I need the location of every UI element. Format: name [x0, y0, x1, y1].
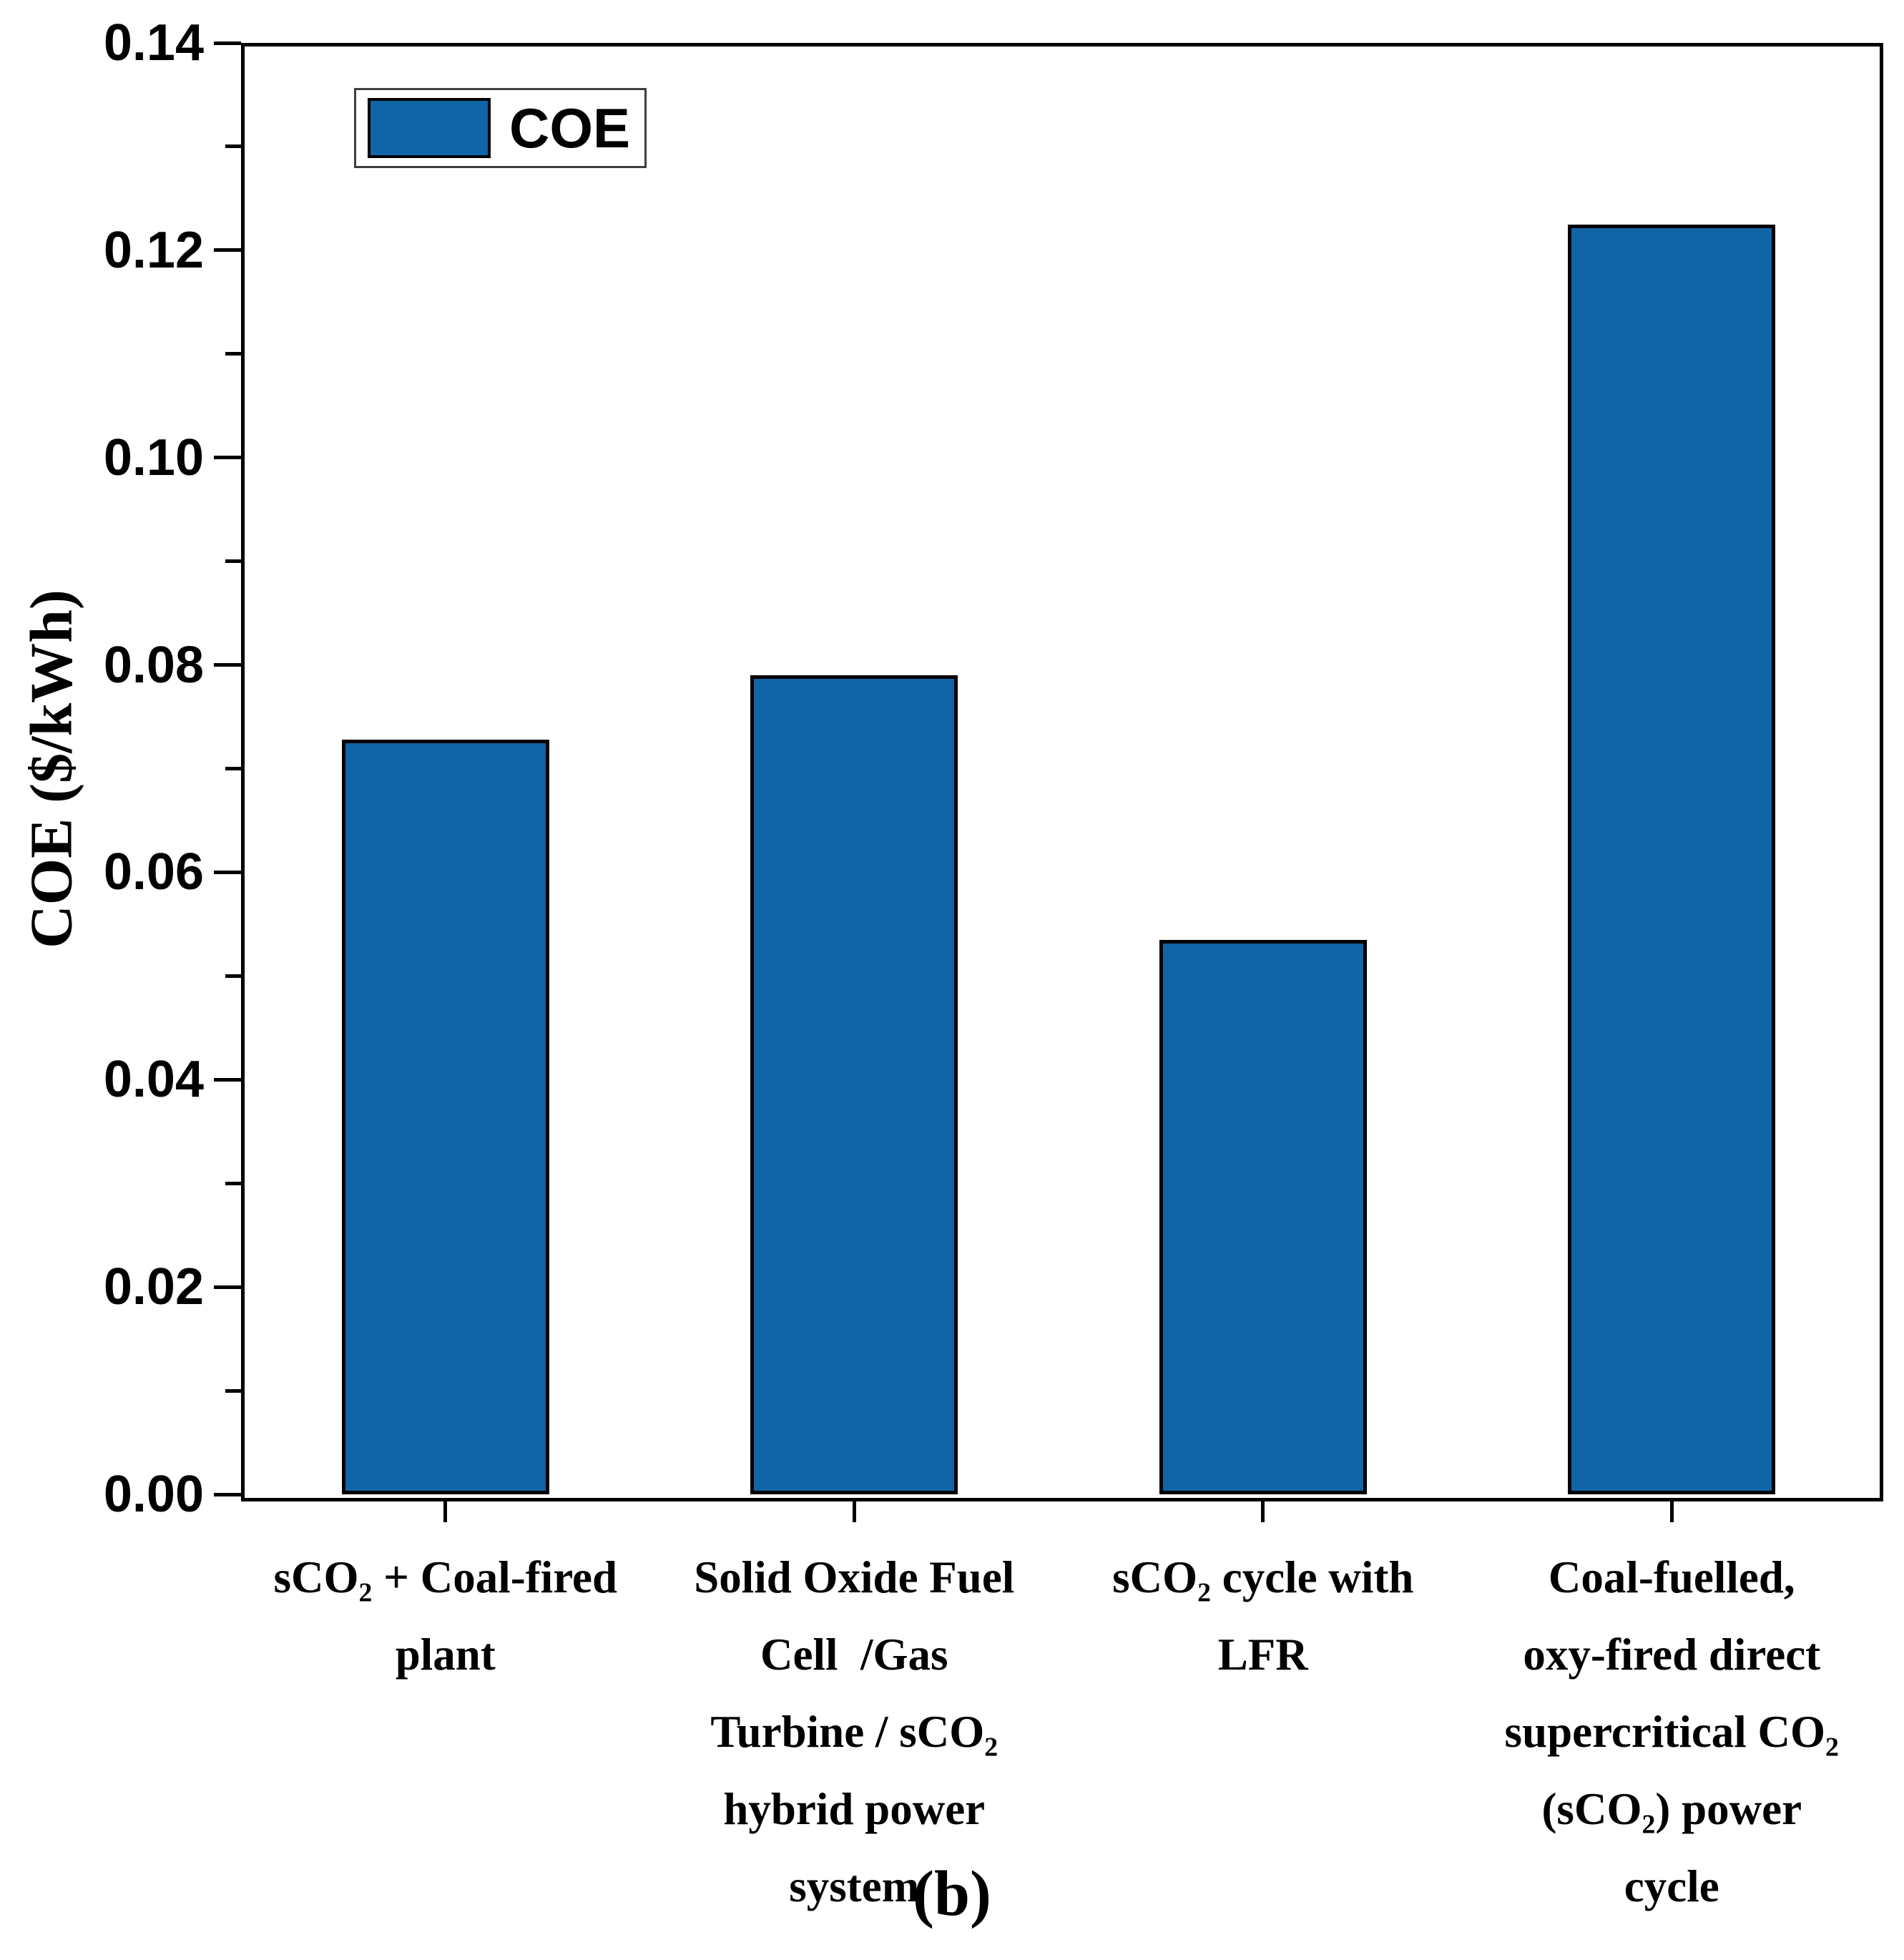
x-axis-tick [1261, 1498, 1265, 1522]
x-axis-tick [1669, 1498, 1674, 1522]
y-axis-minor-tick [225, 559, 241, 564]
y-axis-tick-label: 0.04 [103, 1051, 204, 1109]
y-axis-major-tick [214, 1492, 241, 1496]
figure-caption: (b) [913, 1858, 991, 1929]
y-axis-major-tick [214, 456, 241, 460]
y-axis-minor-tick [225, 1181, 241, 1185]
legend: COE [354, 88, 647, 168]
x-axis-tick [443, 1498, 448, 1522]
y-axis-tick-label: 0.06 [103, 843, 204, 901]
category-label-line: system [789, 1861, 920, 1911]
y-axis-tick-label: 0.08 [103, 636, 204, 694]
y-axis-tick-label: 0.12 [103, 221, 204, 279]
category-label-line: Solid Oxide Fuel [694, 1552, 1015, 1602]
category-label-line: plant [395, 1630, 496, 1680]
y-axis-major-tick [214, 870, 241, 874]
category-label-1: sCO₂ + Coal-fired plant [231, 1539, 660, 1693]
category-label-2: Solid Oxide Fuel Cell /Gas Turbine / sCO₂ h… [639, 1539, 1069, 1925]
y-axis-tick-label: 0.00 [103, 1466, 204, 1523]
y-axis-tick-label: 0.14 [103, 14, 204, 72]
y-axis-major-tick [214, 663, 241, 667]
category-label-4: Coal-fuelled, oxy-fired direct supercritic… [1457, 1539, 1886, 1925]
legend-swatch-coe [368, 98, 491, 158]
x-axis-tick [852, 1498, 856, 1522]
y-axis-major-tick [214, 1077, 241, 1082]
y-axis-major-tick [214, 41, 241, 45]
y-axis-major-tick [214, 1285, 241, 1289]
bar-2 [750, 675, 958, 1494]
bar-1 [341, 739, 549, 1494]
y-axis-minor-tick [225, 974, 241, 978]
y-axis-tick-label: 0.10 [103, 428, 204, 486]
bar-3 [1159, 939, 1367, 1494]
category-label-line: Turbine / sCO₂ [710, 1707, 998, 1757]
category-label-line: (sCO₂) power [1541, 1784, 1802, 1834]
y-axis-minor-tick [225, 767, 241, 770]
category-label-line: cycle [1624, 1861, 1719, 1911]
category-label-line: hybrid power [723, 1784, 986, 1834]
bar-4 [1568, 224, 1776, 1494]
category-label-line: oxy-fired direct [1523, 1630, 1821, 1680]
y-axis-minor-tick [225, 144, 241, 149]
y-axis-minor-tick [225, 352, 241, 356]
category-label-line: sCO₂ + Coal-fired [273, 1552, 618, 1602]
legend-label: COE [509, 96, 631, 160]
category-label-line: Cell /Gas [760, 1630, 948, 1680]
category-label-line: supercritical CO₂ [1504, 1707, 1839, 1757]
category-label-line: Coal-fuelled, [1548, 1552, 1795, 1602]
category-label-3: sCO₂ cycle with LFR [1049, 1539, 1478, 1693]
y-axis-minor-tick [225, 1388, 241, 1393]
y-axis-tick-label: 0.02 [103, 1258, 204, 1316]
y-axis-major-tick [214, 248, 241, 253]
category-label-line: LFR [1217, 1630, 1308, 1680]
category-label-line: sCO₂ cycle with [1112, 1552, 1414, 1602]
